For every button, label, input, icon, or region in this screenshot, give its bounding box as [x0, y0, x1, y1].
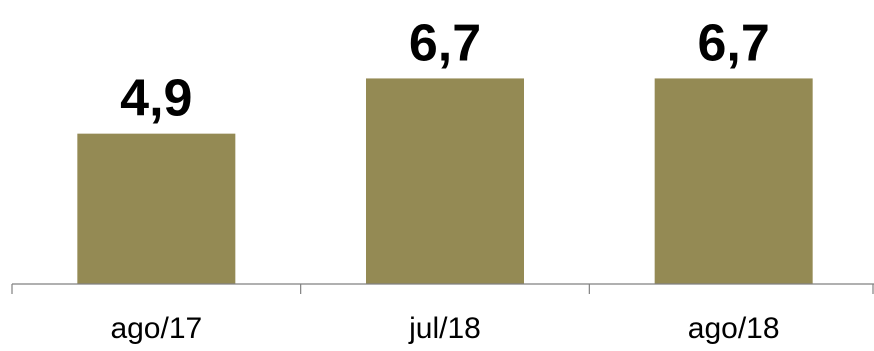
value-labels-group: 4,9 6,7 6,7 — [120, 14, 770, 127]
data-label-ago-17: 4,9 — [120, 70, 192, 128]
x-axis-ticks — [11, 284, 874, 294]
category-label-ago-18: ago/18 — [688, 312, 780, 345]
bar-ago-17 — [77, 133, 236, 284]
category-label-ago-17: ago/17 — [110, 312, 202, 345]
data-label-ago-18: 6,7 — [698, 14, 770, 72]
bar-jul-18 — [366, 78, 524, 284]
bar-ago-18 — [654, 78, 813, 284]
category-label-jul-18: jul/18 — [408, 312, 481, 345]
category-labels-group: ago/17 jul/18 ago/18 — [110, 312, 779, 345]
data-label-jul-18: 6,7 — [409, 14, 481, 72]
bars-group — [77, 78, 813, 284]
